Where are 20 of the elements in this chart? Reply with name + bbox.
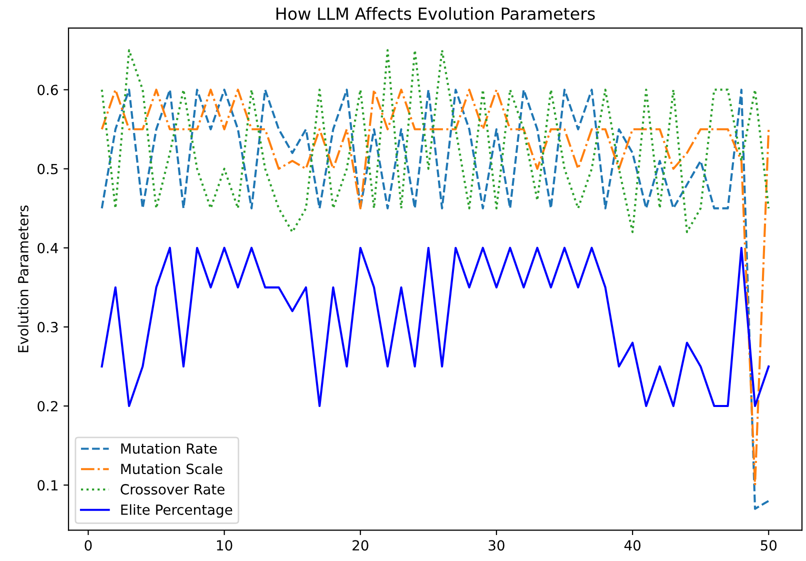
y-tick-label: 0.5 (38, 164, 58, 174)
chart-title: How LLM Affects Evolution Parameters (276, 7, 595, 20)
y-tick-label: 0.1 (38, 480, 58, 491)
line-series (100, 246, 770, 408)
legend-label: Crossover Rate (120, 484, 224, 495)
y-tick-label: 0.2 (38, 400, 58, 412)
y-tick-label: 0.6 (38, 84, 58, 96)
line-series (100, 49, 770, 234)
y-axis-title: Evolution Parameters (18, 205, 28, 352)
x-tick-label: 50 (760, 540, 777, 551)
x-tick-label: 20 (352, 540, 368, 551)
legend-label: Mutation Rate (121, 443, 217, 454)
y-tick-label: 0.4 (38, 242, 58, 254)
x-tick-label: 0 (84, 540, 92, 551)
x-tick-label: 40 (624, 540, 640, 551)
legend-label: Elite Percentage (121, 504, 232, 518)
x-tick-label: 10 (217, 540, 232, 551)
y-tick-label: 0.3 (38, 322, 58, 332)
x-tick-label: 30 (488, 540, 504, 551)
legend-label: Mutation Scale (121, 463, 222, 474)
